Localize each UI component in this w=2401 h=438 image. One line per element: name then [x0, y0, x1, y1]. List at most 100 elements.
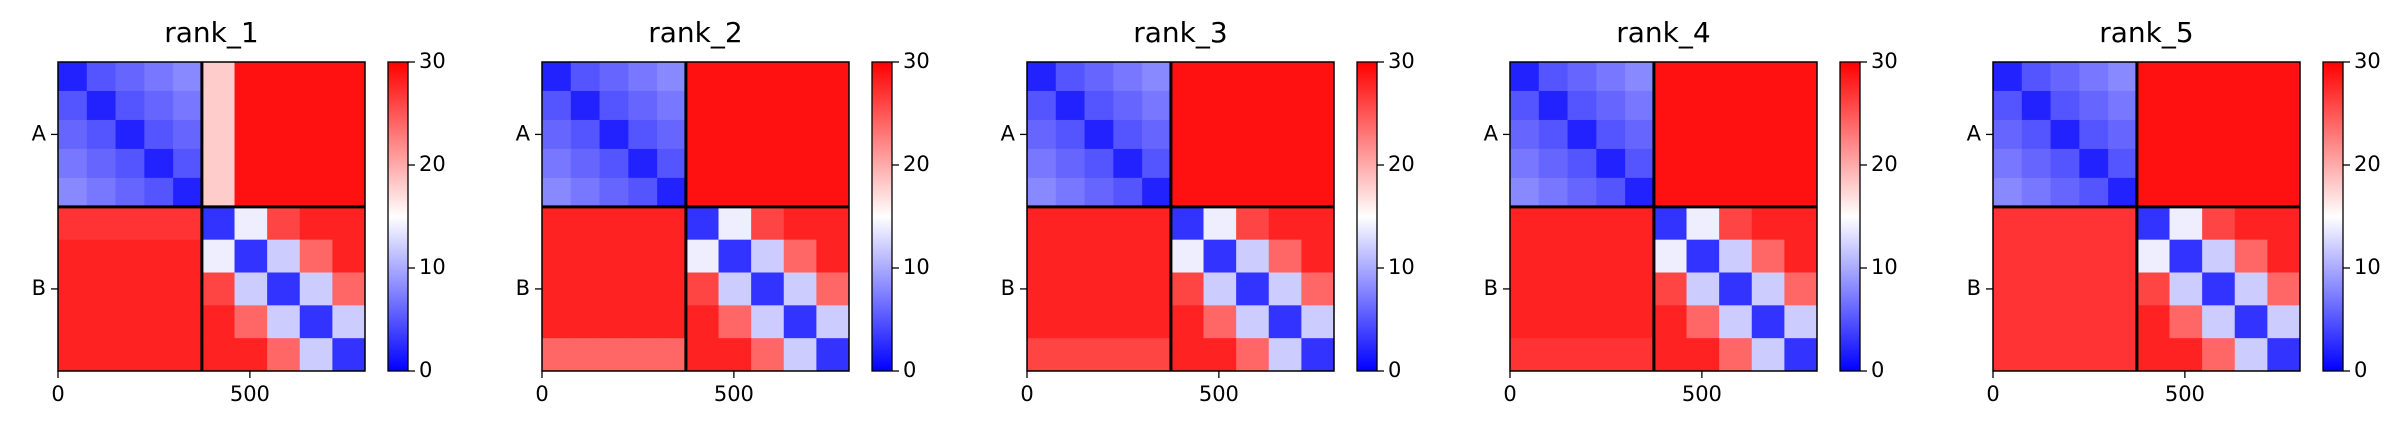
heatmap-cell: [685, 338, 720, 372]
heatmap-cell: [1686, 62, 1720, 92]
colorbar-tick-label: 10: [419, 255, 446, 279]
heatmap-cell: [1653, 305, 1688, 339]
colorbar-tick-label: 30: [903, 49, 930, 73]
heatmap-cell: [1236, 239, 1270, 274]
y-tick-label: B: [32, 276, 46, 300]
heatmap-cell: [2202, 90, 2236, 121]
heatmap-cell: [1027, 62, 1057, 92]
heatmap-cell: [144, 239, 174, 274]
heatmap-cell: [173, 90, 203, 121]
heatmap-cell: [1653, 90, 1688, 121]
heatmap-cell: [1538, 62, 1569, 92]
heatmap-cell: [2050, 177, 2080, 208]
heatmap-cell: [1719, 239, 1753, 274]
heatmap-cell: [115, 90, 145, 121]
heatmap-cell: [685, 272, 720, 306]
heatmap-cell: [2021, 305, 2052, 339]
heatmap-cell: [1268, 177, 1302, 208]
heatmap-cell: [1084, 338, 1114, 372]
heatmap-cell: [1719, 305, 1753, 339]
heatmap-cell: [1993, 119, 2023, 150]
heatmap-cell: [58, 119, 88, 150]
heatmap-cell: [1567, 305, 1597, 339]
heatmap-cell: [201, 177, 236, 208]
heatmap-cell: [1268, 239, 1302, 274]
heatmap-cell: [783, 305, 817, 339]
heatmap-cell: [1751, 338, 1785, 372]
heatmap-cell: [1596, 305, 1626, 339]
colorbar-tick-label: 30: [1388, 49, 1415, 73]
heatmap-cell: [816, 239, 850, 274]
chart-title: rank_5: [2099, 16, 2193, 49]
heatmap-cell: [1567, 338, 1597, 372]
heatmap-cell: [1510, 239, 1540, 274]
heatmap-cell: [115, 206, 145, 241]
heatmap-cell: [2079, 119, 2109, 150]
heatmap-cell: [816, 177, 850, 208]
heatmap-cell: [299, 119, 333, 150]
heatmap-cell: [599, 177, 629, 208]
heatmap-cell: [86, 305, 117, 339]
heatmap-cell: [1686, 90, 1720, 121]
heatmap-cell: [2050, 272, 2080, 306]
heatmap-cell: [685, 177, 720, 208]
heatmap-cell: [783, 62, 817, 92]
heatmap-cell: [267, 206, 301, 241]
heatmap-cell: [234, 62, 268, 92]
heatmap-cell: [542, 148, 572, 179]
heatmap-cell: [115, 305, 145, 339]
heatmap-cell: [1596, 272, 1626, 306]
heatmap-cell: [1751, 148, 1785, 179]
heatmap-cell: [685, 239, 720, 274]
heatmap-cell: [58, 239, 88, 274]
heatmap-cell: [657, 119, 687, 150]
heatmap-cell: [2202, 338, 2236, 372]
heatmap-cell: [2169, 305, 2203, 339]
heatmap-cell: [1784, 90, 1818, 121]
heatmap-cell: [657, 206, 687, 241]
heatmap-cell: [751, 62, 785, 92]
heatmap-cell: [1268, 62, 1302, 92]
heatmap-cell: [685, 206, 720, 241]
heatmap-cell: [1113, 338, 1143, 372]
heatmap-cell: [201, 119, 236, 150]
x-tick-label: 0: [535, 382, 548, 406]
heatmap-cell: [1719, 272, 1753, 306]
heatmap-cell: [657, 272, 687, 306]
heatmap-cell: [1203, 177, 1237, 208]
heatmap-cell: [267, 177, 301, 208]
heatmap-cell: [1538, 338, 1569, 372]
heatmap-cell: [115, 148, 145, 179]
heatmap-cell: [201, 239, 236, 274]
heatmap-cell: [267, 148, 301, 179]
heatmap-cell: [751, 148, 785, 179]
heatmap-cell: [173, 119, 203, 150]
x-tick-label: 500: [1682, 382, 1722, 406]
heatmap-cell: [1625, 305, 1655, 339]
colorbar-tick-label: 20: [2354, 152, 2381, 176]
heatmap-cell: [2050, 206, 2080, 241]
heatmap-cell: [267, 272, 301, 306]
heatmap-cell: [58, 90, 88, 121]
heatmap-cell: [2079, 305, 2109, 339]
heatmap-cell: [2108, 338, 2138, 372]
heatmap-cell: [299, 90, 333, 121]
heatmap-cell: [2021, 239, 2052, 274]
heatmap-cell: [2079, 148, 2109, 179]
heatmap-cell: [201, 148, 236, 179]
heatmap-cell: [2050, 338, 2080, 372]
x-tick-label: 500: [714, 382, 754, 406]
heatmap-cell: [816, 305, 850, 339]
heatmap-cell: [718, 148, 752, 179]
heatmap-cell: [542, 305, 572, 339]
heatmap-cell: [1653, 62, 1688, 92]
heatmap-cell: [685, 90, 720, 121]
y-tick-label: B: [1967, 276, 1981, 300]
heatmap-cell: [1301, 272, 1335, 306]
heatmap-cell: [299, 338, 333, 372]
heatmap-cell: [657, 90, 687, 121]
heatmap-cell: [2050, 62, 2080, 92]
heatmap-cell: [1653, 272, 1688, 306]
x-tick-label: 0: [1020, 382, 1033, 406]
heatmap-cell: [628, 90, 658, 121]
